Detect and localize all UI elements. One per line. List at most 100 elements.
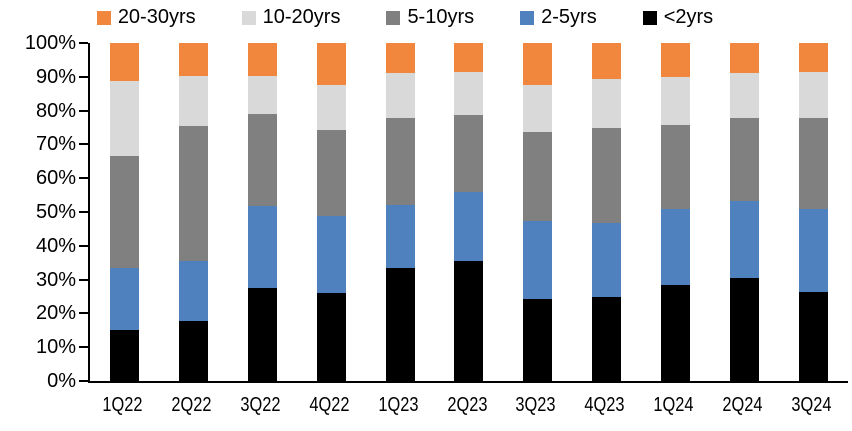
bar-segment-2q23-2-5yrs — [454, 191, 484, 261]
y-axis-labels: 0% 10% 20% 30% 40% 50% 60% 70% 80% 90% 100% — [0, 32, 76, 392]
legend-item-5-10yrs: 5-10yrs — [386, 6, 474, 29]
bar-segment-4q22-20-30yrs — [316, 43, 346, 85]
bar-segment-3q22-20-30yrs — [247, 43, 277, 76]
bar-segment-2q23-2yrs — [454, 260, 484, 381]
bar-segment-1q22-10-20yrs — [109, 81, 139, 157]
x-axis-label-4q23: 4Q23 — [584, 394, 625, 416]
bar-2q24 — [730, 43, 760, 381]
bar-1q23 — [385, 43, 415, 381]
bar-segment-2q24-2yrs — [730, 278, 760, 381]
bar-segment-3q23-2yrs — [523, 298, 553, 381]
bar-2q23 — [454, 43, 484, 381]
legend-item-10-20yrs: 10-20yrs — [241, 6, 340, 29]
y-axis-tick-label-10: 10% — [35, 336, 76, 359]
bar-segment-1q23-2yrs — [385, 268, 415, 381]
x-axis-label-3q24: 3Q24 — [791, 394, 832, 416]
legend-item-2yrs: <2yrs — [642, 6, 714, 29]
bar-4q23 — [592, 43, 622, 381]
bar-segment-3q24-20-30yrs — [799, 43, 829, 72]
legend-label-20-30yrs: 20-30yrs — [117, 6, 196, 28]
y-axis-tick-mark — [79, 177, 88, 180]
bar-3q22 — [247, 43, 277, 381]
bar-segment-1q22-2yrs — [109, 330, 139, 381]
bar-segment-1q23-5-10yrs — [385, 117, 415, 205]
bar-slot-2q24 — [710, 43, 779, 381]
bar-segment-2q24-2-5yrs — [730, 201, 760, 279]
bar-segment-2q24-5-10yrs — [730, 118, 760, 202]
bar-segment-1q22-2-5yrs — [109, 267, 139, 331]
bar-slot-2q23 — [435, 43, 504, 381]
bar-segment-3q22-10-20yrs — [247, 75, 277, 114]
y-axis-tick-mark — [79, 244, 88, 247]
bar-1q22 — [109, 43, 139, 381]
bar-3q23 — [523, 43, 553, 381]
bar-segment-3q24-2yrs — [799, 291, 829, 381]
bar-segment-1q23-20-30yrs — [385, 43, 415, 73]
bar-segment-3q22-2yrs — [247, 287, 277, 381]
y-axis-tick-label-90: 90% — [35, 65, 76, 88]
y-axis-tick-mark — [79, 143, 88, 146]
bar-segment-2q22-10-20yrs — [178, 75, 208, 127]
legend-swatch-icon-20-30yrs — [96, 10, 111, 25]
legend-swatch-icon-2yrs — [642, 10, 657, 25]
chart-legend: 20-30yrs 10-20yrs 5-10yrs 2-5yrs <2yrs — [0, 6, 810, 29]
bar-slot-1q24 — [641, 43, 710, 381]
y-axis-tick-mark — [79, 42, 88, 44]
x-axis-label-1q23: 1Q23 — [378, 394, 419, 416]
bar-segment-4q22-2yrs — [316, 293, 346, 381]
bar-segment-3q24-5-10yrs — [799, 118, 829, 210]
bar-segment-1q24-2-5yrs — [661, 209, 691, 286]
bar-slot-3q22 — [228, 43, 297, 381]
y-axis-tick-label-20: 20% — [35, 302, 76, 325]
bar-segment-3q23-20-30yrs — [523, 43, 553, 86]
legend-item-20-30yrs: 20-30yrs — [96, 6, 196, 29]
y-axis-tick-mark — [79, 109, 88, 112]
bar-segment-3q23-2-5yrs — [523, 220, 553, 299]
x-axis-label-3q22: 3Q22 — [240, 394, 281, 416]
bar-segment-1q24-5-10yrs — [661, 124, 691, 210]
bar-segment-1q22-5-10yrs — [109, 156, 139, 268]
bar-segment-4q22-2-5yrs — [316, 216, 346, 294]
legend-swatch-icon-5-10yrs — [386, 10, 401, 25]
bar-3q24 — [799, 43, 829, 381]
bar-segment-1q23-10-20yrs — [385, 72, 415, 118]
x-axis-label-2q24: 2Q24 — [722, 394, 763, 416]
x-axis-label-2q22: 2Q22 — [171, 394, 212, 416]
bar-segment-4q23-2-5yrs — [592, 223, 622, 297]
bar-segment-1q24-10-20yrs — [661, 76, 691, 125]
bar-slot-4q23 — [572, 43, 641, 381]
bar-segment-2q23-10-20yrs — [454, 71, 484, 115]
y-axis-tick-mark — [79, 75, 88, 78]
legend-label-2yrs: <2yrs — [663, 6, 714, 28]
x-axis-label-2q23: 2Q23 — [446, 394, 488, 416]
bar-segment-3q22-2-5yrs — [247, 205, 277, 288]
bar-segment-2q24-20-30yrs — [730, 43, 760, 74]
bar-segment-2q22-5-10yrs — [178, 126, 208, 261]
bar-segment-2q23-20-30yrs — [454, 43, 484, 72]
bar-segment-2q22-20-30yrs — [178, 43, 208, 76]
y-axis-tick-mark — [79, 211, 88, 213]
y-axis-tick-mark — [79, 278, 88, 281]
x-axis-label-3q23: 3Q23 — [515, 394, 556, 416]
y-axis-tick-mark — [79, 346, 88, 349]
bar-slot-1q23 — [366, 43, 435, 381]
bars-row — [90, 43, 848, 381]
legend-swatch-icon-2-5yrs — [520, 10, 535, 25]
bar-2q22 — [178, 43, 208, 381]
bar-segment-3q24-10-20yrs — [799, 71, 829, 119]
y-axis-tick-label-30: 30% — [35, 268, 76, 291]
y-axis-tick-label-70: 70% — [35, 133, 76, 156]
bar-segment-4q23-2yrs — [592, 296, 622, 381]
bar-segment-4q23-10-20yrs — [592, 78, 622, 129]
bar-segment-3q23-10-20yrs — [523, 85, 553, 132]
bar-segment-1q24-20-30yrs — [661, 43, 691, 77]
bar-segment-2q24-10-20yrs — [730, 73, 760, 119]
bar-segment-3q22-5-10yrs — [247, 113, 277, 206]
plot-area — [79, 42, 848, 383]
y-axis-tick-mark — [79, 380, 88, 382]
legend-swatch-icon-10-20yrs — [241, 10, 256, 25]
x-axis-label-4q22: 4Q22 — [309, 394, 350, 416]
x-axis-label-1q22: 1Q22 — [102, 394, 143, 416]
y-axis-tick-label-100: 100% — [24, 32, 76, 54]
bar-slot-4q22 — [297, 43, 366, 381]
